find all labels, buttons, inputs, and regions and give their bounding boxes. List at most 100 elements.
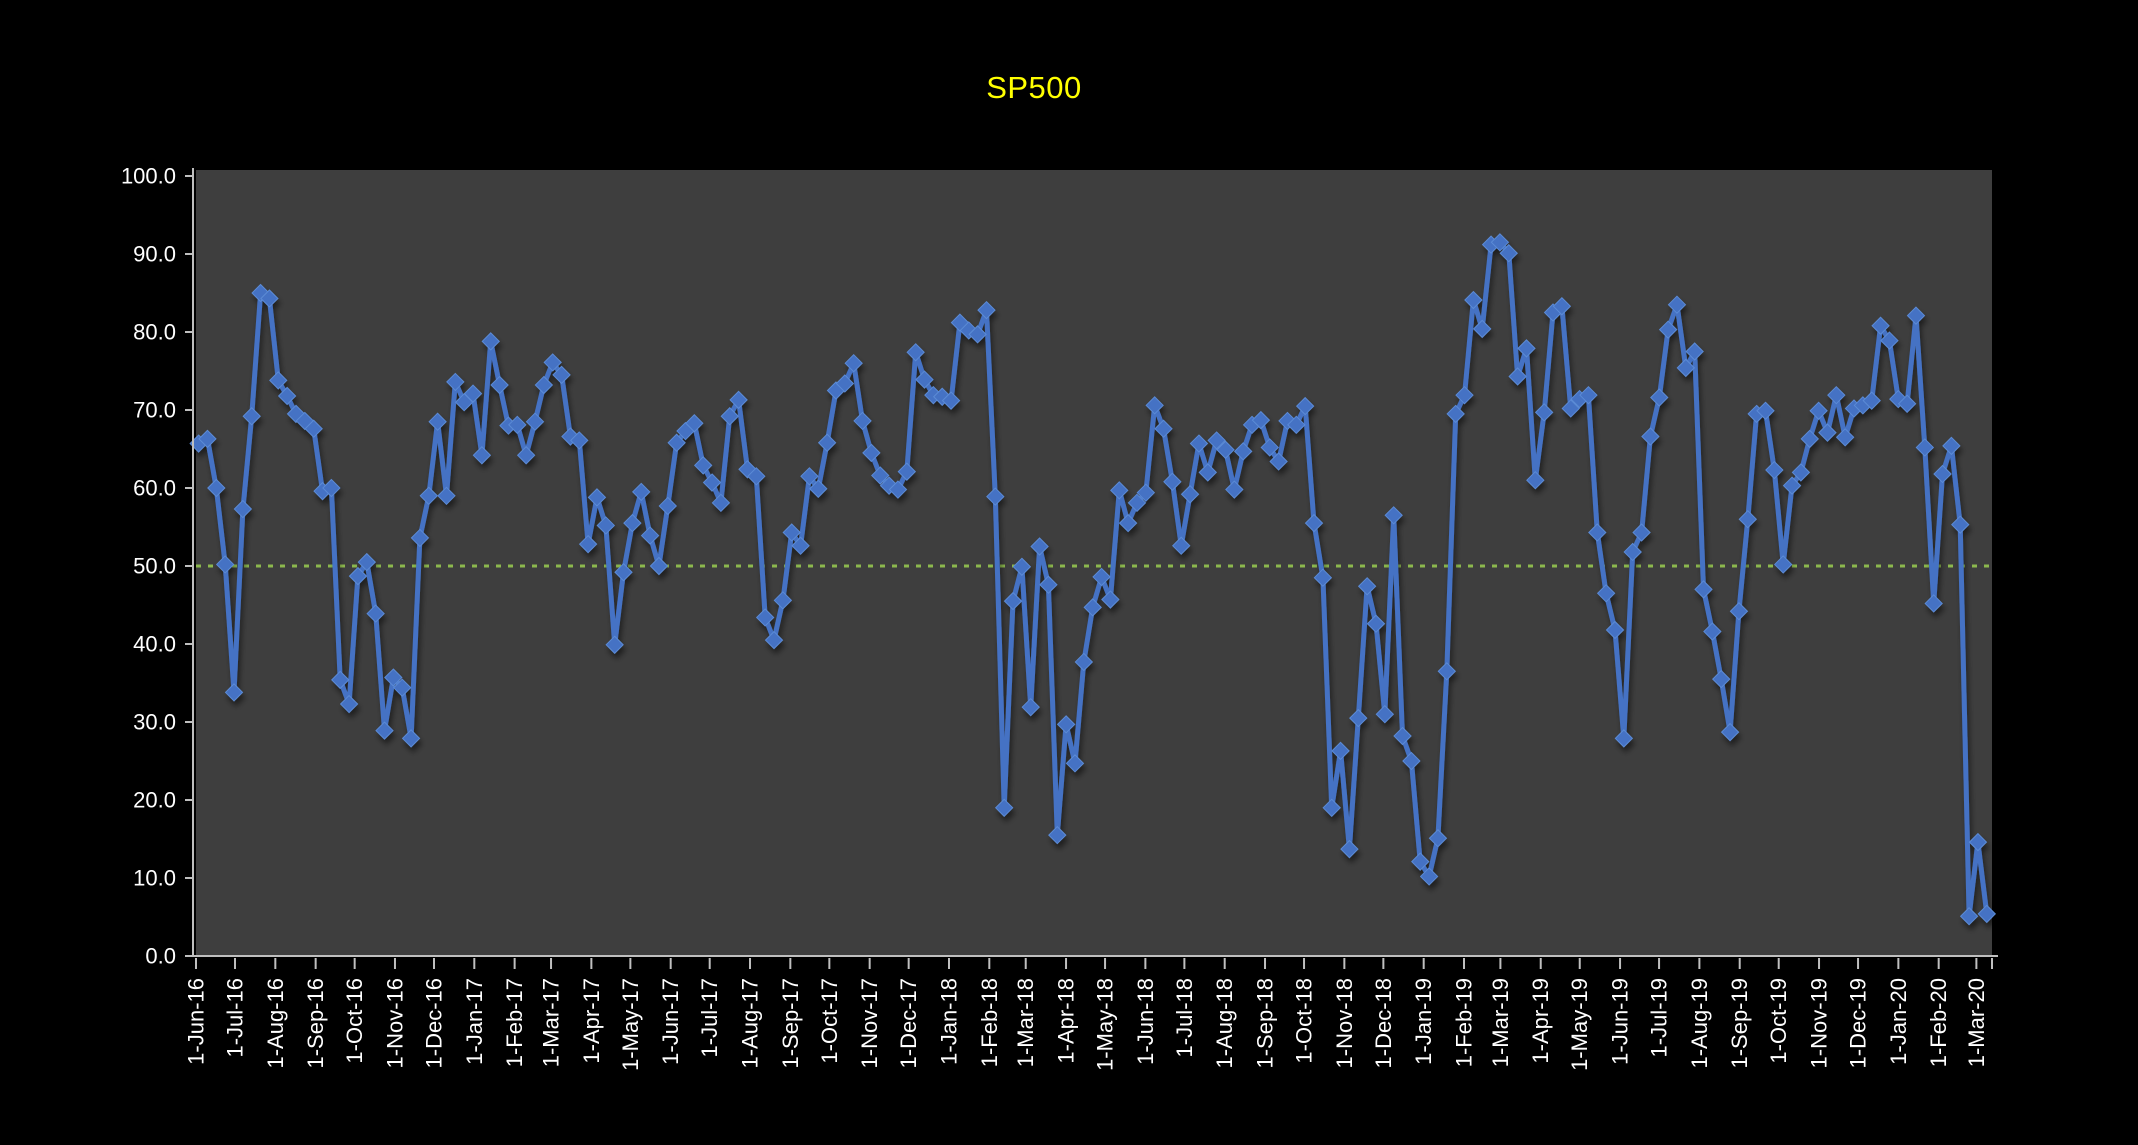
y-axis-label: 20.0 — [133, 788, 176, 813]
data-point-marker — [198, 429, 217, 449]
data-point-marker — [1056, 715, 1076, 734]
x-axis-label: 1-Mar-18 — [1013, 978, 1038, 1067]
data-point-marker — [693, 456, 713, 475]
data-point-marker — [1827, 385, 1846, 405]
data-point-marker — [322, 478, 341, 498]
data-point-marker — [1765, 460, 1784, 480]
y-axis-label: 70.0 — [133, 398, 176, 423]
data-point-marker — [384, 668, 403, 687]
x-axis-label: 1-Feb-19 — [1451, 978, 1476, 1067]
data-point-marker — [1154, 419, 1173, 438]
data-point-marker — [1145, 396, 1164, 415]
series-group — [189, 233, 1997, 926]
data-point-marker — [835, 374, 855, 393]
data-point-marker — [277, 386, 297, 406]
y-axis-label: 40.0 — [133, 632, 176, 657]
data-point-marker — [1021, 697, 1040, 717]
data-point-marker — [295, 411, 315, 431]
data-point-marker — [1048, 825, 1067, 845]
data-point-marker — [525, 412, 545, 431]
data-point-marker — [419, 486, 438, 506]
data-point-marker — [1561, 399, 1580, 418]
x-axis-label: 1-Dec-19 — [1846, 978, 1871, 1068]
data-point-marker — [1349, 708, 1368, 728]
data-point-marker — [1552, 297, 1572, 316]
data-point-marker — [1871, 316, 1890, 335]
data-point-marker — [1951, 515, 1970, 534]
x-axis-label: 1-Feb-17 — [502, 978, 527, 1067]
data-point-marker — [800, 467, 819, 486]
data-point-marker — [941, 391, 961, 410]
x-axis-label: 1-Sep-17 — [778, 978, 803, 1069]
data-point-marker — [1065, 754, 1085, 773]
data-point-marker — [1455, 385, 1474, 405]
data-point-marker — [1118, 513, 1138, 533]
data-point-marker — [1579, 385, 1598, 405]
data-point-marker — [614, 563, 633, 582]
x-axis-label: 1-Jan-17 — [462, 978, 487, 1065]
data-point-marker — [207, 478, 226, 498]
data-point-marker — [1233, 442, 1253, 461]
data-point-marker — [260, 289, 279, 308]
y-axis-label: 80.0 — [133, 320, 176, 345]
data-point-marker — [1517, 339, 1536, 358]
data-point-marker — [1641, 427, 1660, 446]
x-axis-label: 1-Aug-19 — [1687, 978, 1712, 1069]
x-axis-label: 1-Jul-16 — [223, 978, 248, 1057]
data-point-marker — [658, 496, 677, 516]
data-point-marker — [1712, 669, 1731, 689]
data-point-marker — [977, 300, 996, 320]
data-point-marker — [1605, 620, 1625, 640]
data-point-marker — [348, 566, 368, 586]
data-point-marker — [1623, 542, 1642, 562]
data-point-marker — [685, 414, 704, 433]
data-point-marker — [1729, 602, 1749, 621]
y-axis-label: 100.0 — [121, 164, 176, 189]
x-axis-label: 1-Jun-18 — [1133, 978, 1158, 1065]
data-point-marker — [1632, 523, 1651, 542]
data-point-marker — [1357, 577, 1377, 596]
data-point-marker — [1756, 401, 1775, 420]
data-point-marker — [1163, 472, 1182, 491]
data-point-marker — [516, 446, 536, 465]
data-point-marker — [986, 487, 1005, 506]
data-point-marker — [446, 372, 465, 392]
data-point-marker — [764, 630, 784, 650]
data-point-marker — [1260, 438, 1279, 457]
data-point-marker — [1189, 434, 1209, 453]
x-axis-label: 1-Jun-17 — [658, 978, 683, 1065]
data-point-marker — [1773, 555, 1793, 574]
data-point-marker — [632, 482, 651, 502]
data-point-marker — [1862, 391, 1881, 410]
data-point-marker — [1499, 244, 1518, 263]
x-axis-label: 1-Aug-16 — [263, 978, 288, 1069]
chart-title: SP500 — [986, 70, 1082, 105]
data-point-marker — [702, 473, 722, 492]
y-axis-label: 50.0 — [133, 554, 176, 579]
data-point-marker — [1650, 388, 1669, 407]
data-point-marker — [623, 513, 642, 533]
x-axis-label: 1-Apr-18 — [1054, 978, 1079, 1064]
y-axis-label: 90.0 — [133, 242, 176, 267]
x-axis-label: 1-Aug-17 — [738, 978, 763, 1069]
x-axis-label: 1-Jun-16 — [184, 978, 209, 1065]
x-axis-label: 1-Jul-17 — [697, 978, 722, 1057]
data-point-marker — [915, 370, 934, 389]
data-point-marker — [1924, 594, 1943, 613]
data-point-marker — [1180, 485, 1200, 504]
x-axis-label: 1-Mar-19 — [1488, 978, 1513, 1067]
data-point-marker — [242, 407, 261, 426]
data-point-marker — [1198, 463, 1217, 482]
data-point-marker — [1269, 452, 1288, 471]
data-point-marker — [1703, 622, 1722, 641]
data-point-marker — [1526, 470, 1545, 490]
data-point-marker — [570, 431, 589, 450]
data-point-marker — [1340, 839, 1359, 859]
data-point-marker — [1667, 295, 1687, 314]
data-point-marker — [782, 523, 801, 542]
data-point-marker — [879, 476, 899, 495]
data-point-marker — [437, 486, 456, 506]
data-point-marker — [1375, 704, 1395, 724]
data-point-marker — [1446, 404, 1465, 424]
data-point-marker — [897, 462, 917, 481]
